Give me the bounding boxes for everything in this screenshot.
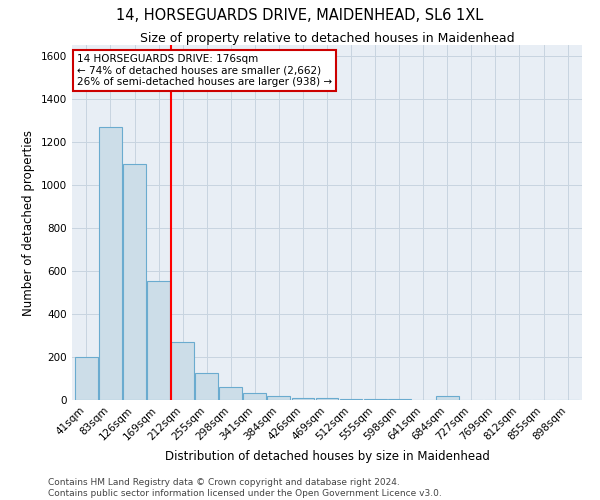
Bar bbox=[388, 399, 410, 400]
Bar bbox=[340, 398, 362, 400]
Bar bbox=[195, 373, 218, 400]
Bar bbox=[75, 357, 98, 400]
Bar bbox=[316, 398, 338, 400]
Text: 14, HORSEGUARDS DRIVE, MAIDENHEAD, SL6 1XL: 14, HORSEGUARDS DRIVE, MAIDENHEAD, SL6 1… bbox=[116, 8, 484, 22]
Title: Size of property relative to detached houses in Maidenhead: Size of property relative to detached ho… bbox=[140, 32, 514, 45]
Bar bbox=[364, 399, 386, 400]
Bar bbox=[292, 398, 314, 400]
Bar bbox=[244, 393, 266, 400]
Y-axis label: Number of detached properties: Number of detached properties bbox=[22, 130, 35, 316]
Bar bbox=[147, 280, 170, 400]
Text: 14 HORSEGUARDS DRIVE: 176sqm
← 74% of detached houses are smaller (2,662)
26% of: 14 HORSEGUARDS DRIVE: 176sqm ← 74% of de… bbox=[77, 54, 332, 87]
Bar bbox=[220, 386, 242, 400]
Bar bbox=[436, 396, 459, 400]
Bar bbox=[171, 342, 194, 400]
Bar bbox=[123, 164, 146, 400]
Bar bbox=[268, 396, 290, 400]
Text: Contains HM Land Registry data © Crown copyright and database right 2024.
Contai: Contains HM Land Registry data © Crown c… bbox=[48, 478, 442, 498]
X-axis label: Distribution of detached houses by size in Maidenhead: Distribution of detached houses by size … bbox=[164, 450, 490, 463]
Bar bbox=[99, 127, 122, 400]
